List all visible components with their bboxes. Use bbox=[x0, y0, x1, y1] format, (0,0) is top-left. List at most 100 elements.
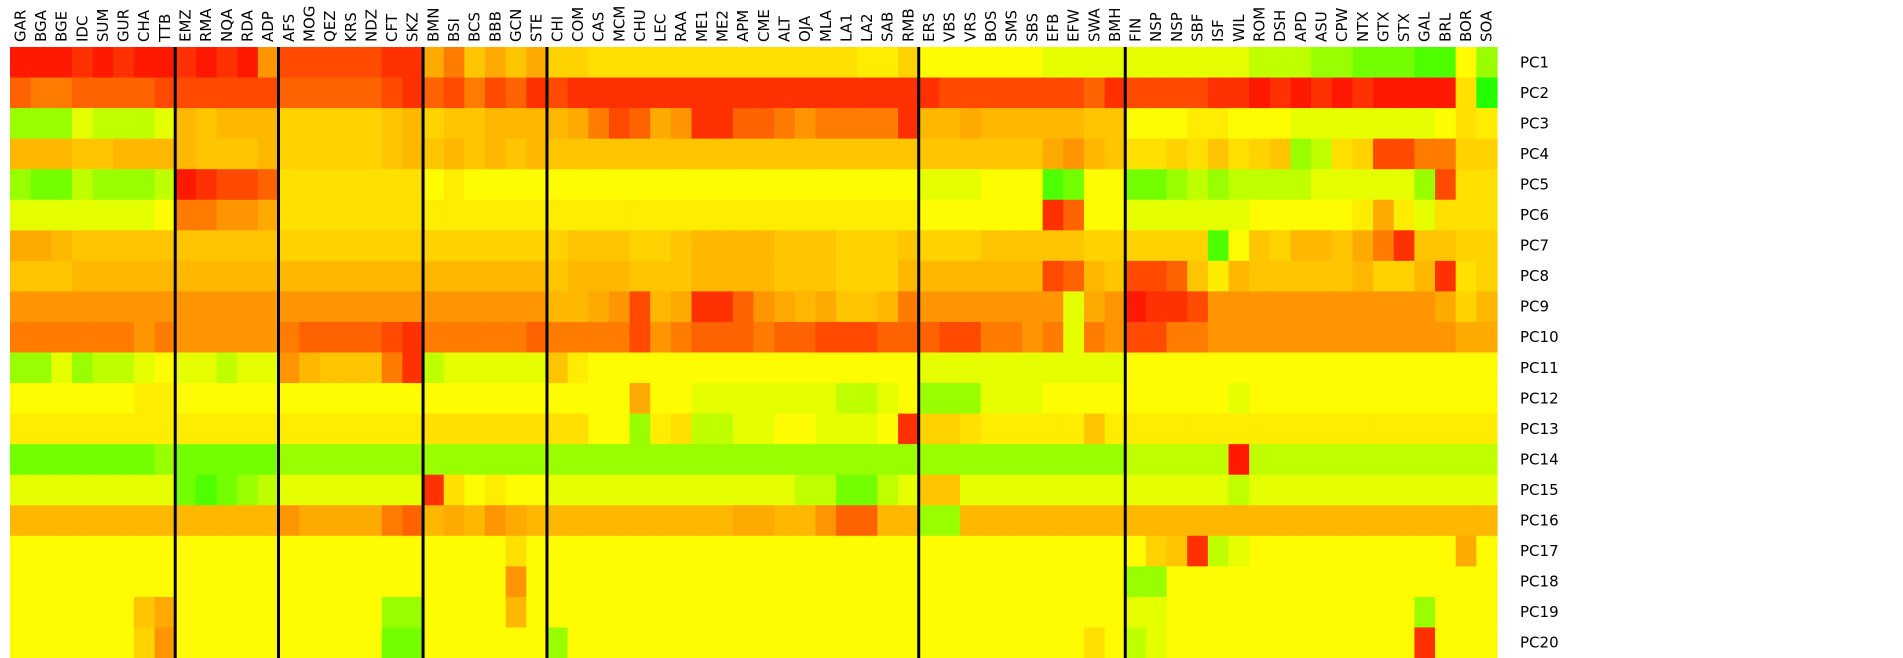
heatmap-cell bbox=[1290, 108, 1312, 140]
heatmap-cell bbox=[195, 566, 218, 598]
heatmap-cell bbox=[939, 47, 961, 79]
heatmap-cell bbox=[71, 47, 94, 79]
heatmap-cell bbox=[980, 47, 1002, 79]
heatmap-cell bbox=[299, 260, 321, 292]
heatmap-cell bbox=[1104, 566, 1126, 598]
heatmap-cell bbox=[237, 230, 259, 262]
heatmap-cell bbox=[567, 596, 589, 629]
heatmap-cell bbox=[1331, 108, 1354, 140]
row-label: PC17 bbox=[1520, 542, 1559, 560]
heatmap-cell bbox=[1001, 352, 1023, 384]
heatmap-cell bbox=[1414, 444, 1436, 476]
heatmap-cell bbox=[1455, 260, 1477, 292]
heatmap-cell bbox=[1373, 505, 1395, 537]
heatmap-cell bbox=[1476, 535, 1498, 567]
heatmap-cell bbox=[1290, 47, 1312, 79]
heatmap-cell bbox=[299, 444, 321, 476]
heatmap-cell bbox=[1373, 474, 1395, 506]
heatmap-cell bbox=[1187, 291, 1209, 323]
heatmap-cell bbox=[1228, 230, 1250, 262]
heatmap-cell bbox=[1063, 474, 1085, 506]
heatmap-cell bbox=[1352, 169, 1374, 201]
heatmap-cell bbox=[505, 77, 527, 109]
heatmap-cell bbox=[485, 383, 507, 415]
heatmap-cell bbox=[443, 47, 465, 79]
heatmap-cell bbox=[10, 230, 32, 262]
heatmap-cell bbox=[1414, 352, 1436, 384]
heatmap-cell bbox=[1476, 230, 1498, 262]
heatmap-cell bbox=[588, 230, 610, 262]
heatmap-cell bbox=[1166, 596, 1188, 629]
heatmap-cell bbox=[1042, 321, 1064, 354]
heatmap-cell bbox=[361, 352, 383, 384]
heatmap-cell bbox=[92, 169, 114, 201]
heatmap-cell bbox=[608, 77, 631, 109]
heatmap-cell bbox=[712, 535, 734, 567]
heatmap-cell bbox=[423, 596, 445, 629]
heatmap-cell bbox=[608, 596, 631, 629]
heatmap-cell bbox=[629, 199, 651, 231]
column-label: NSP bbox=[1147, 12, 1165, 42]
heatmap-cell bbox=[1290, 535, 1312, 567]
heatmap-cell bbox=[960, 199, 982, 231]
heatmap-cell bbox=[1001, 169, 1023, 201]
heatmap-cell bbox=[1063, 352, 1085, 384]
heatmap-cell bbox=[918, 627, 940, 658]
heatmap-cell bbox=[898, 169, 920, 201]
heatmap-cell bbox=[856, 291, 879, 323]
column-label: CFT bbox=[383, 13, 401, 42]
heatmap-cell bbox=[1249, 352, 1271, 384]
heatmap-cell bbox=[608, 230, 631, 262]
heatmap-cell bbox=[237, 444, 259, 476]
heatmap-cell bbox=[381, 505, 403, 537]
heatmap-cell bbox=[485, 108, 507, 140]
heatmap-cell bbox=[1042, 169, 1064, 201]
heatmap-cell bbox=[732, 199, 755, 231]
heatmap-cell bbox=[1145, 505, 1168, 537]
heatmap-cell bbox=[423, 230, 445, 262]
heatmap-cell bbox=[464, 108, 486, 140]
heatmap-cell bbox=[1414, 169, 1436, 201]
heatmap-cell bbox=[1393, 230, 1415, 262]
heatmap-cell bbox=[1455, 230, 1477, 262]
heatmap-cell bbox=[918, 77, 940, 109]
column-label: TTB bbox=[156, 14, 174, 43]
row-label: PC19 bbox=[1520, 603, 1559, 621]
heatmap-cell bbox=[1352, 321, 1374, 354]
heatmap-cell bbox=[815, 108, 837, 140]
heatmap-cell bbox=[278, 535, 300, 567]
heatmap-cell bbox=[1249, 596, 1271, 629]
heatmap-cell bbox=[257, 230, 280, 262]
heatmap-cell bbox=[877, 138, 899, 170]
heatmap-cell bbox=[278, 291, 300, 323]
heatmap-cell bbox=[1228, 108, 1250, 140]
heatmap-cell bbox=[1145, 535, 1168, 567]
heatmap-cell bbox=[92, 535, 114, 567]
heatmap-cell bbox=[1063, 444, 1085, 476]
heatmap-cell bbox=[1393, 291, 1415, 323]
heatmap-cell bbox=[1228, 199, 1250, 231]
heatmap-cell bbox=[319, 108, 342, 140]
heatmap-cell bbox=[1249, 383, 1271, 415]
heatmap-cell bbox=[691, 352, 713, 384]
heatmap-cell bbox=[1455, 596, 1477, 629]
heatmap-cell bbox=[836, 291, 858, 323]
heatmap-cell bbox=[1435, 108, 1457, 140]
heatmap-cell bbox=[980, 77, 1002, 109]
heatmap-cell bbox=[650, 138, 672, 170]
heatmap-cell bbox=[1042, 108, 1064, 140]
heatmap-cell bbox=[30, 352, 52, 384]
heatmap-cell bbox=[1311, 444, 1333, 476]
heatmap-cell bbox=[526, 505, 548, 537]
heatmap-cell bbox=[1063, 199, 1085, 231]
heatmap-cell bbox=[1373, 352, 1395, 384]
row-label: PC4 bbox=[1520, 145, 1549, 163]
heatmap-cell bbox=[939, 627, 961, 658]
heatmap-cell bbox=[732, 321, 755, 354]
heatmap-cell bbox=[1352, 291, 1374, 323]
heatmap-cell bbox=[319, 199, 342, 231]
heatmap-cell bbox=[1042, 291, 1064, 323]
heatmap-cell bbox=[361, 505, 383, 537]
heatmap-cell bbox=[402, 47, 424, 79]
heatmap-cell bbox=[670, 77, 693, 109]
